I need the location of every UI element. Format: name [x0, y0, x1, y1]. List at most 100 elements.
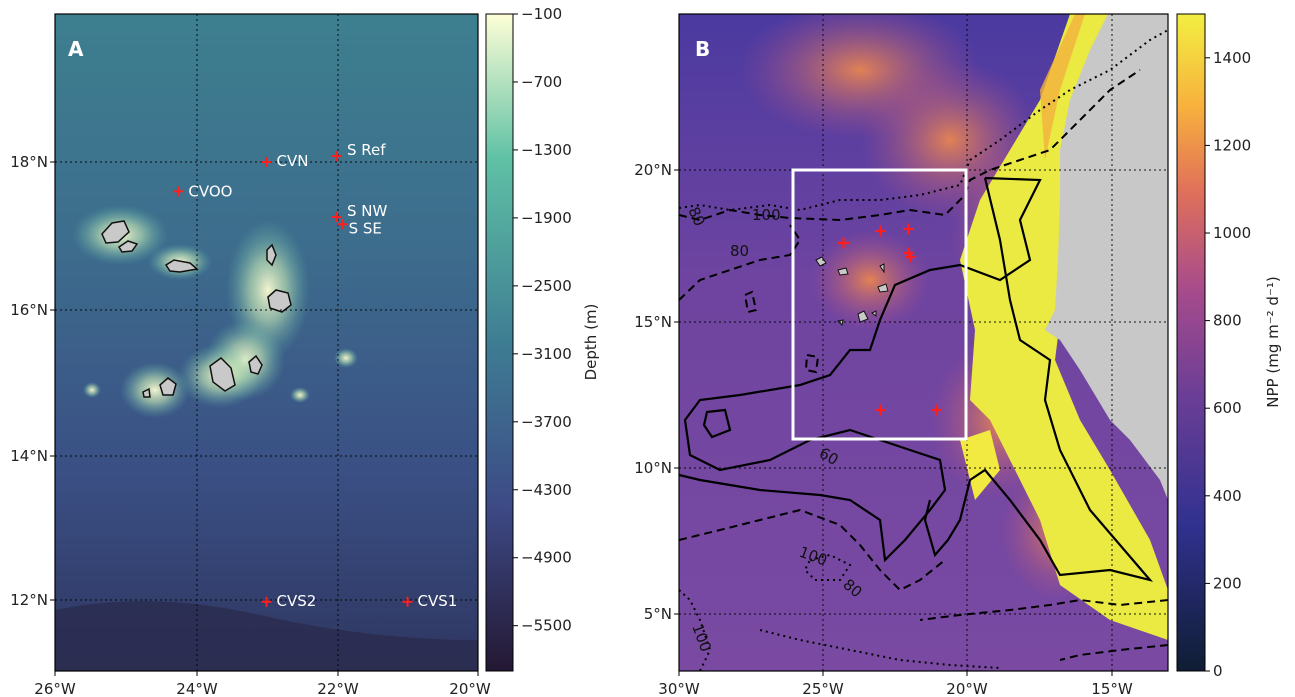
island — [117, 240, 139, 253]
panel-a: CVN S Ref CVOO S NWS SE CVS2 CVS1 A 26°W 24°W… — [10, 13, 491, 697]
station-label: CVN — [277, 152, 309, 170]
y-tick-label: 20°N — [634, 161, 672, 179]
colorbar-tick-label: 800 — [1213, 312, 1242, 330]
y-tick-label: 10°N — [634, 459, 672, 477]
panel-b-letter: B — [695, 37, 710, 61]
x-tick-label: 15°W — [1091, 680, 1133, 697]
colorbar-a: −100 −700 −1300 −1900 −2500 −3100 −3700 −4300 −4… — [485, 5, 600, 672]
contour-80 — [804, 353, 820, 374]
island — [209, 357, 236, 392]
colorbar-tick-label: −1900 — [521, 209, 572, 227]
panel-a-letter: A — [68, 37, 84, 61]
contour-80 — [679, 224, 802, 301]
panel-b-frame — [678, 13, 1169, 672]
panel-a-stations: CVN S Ref CVOO S NWS SE CVS2 CVS1 — [173, 141, 457, 610]
station-marker — [337, 219, 348, 230]
contour-60 — [679, 176, 1042, 563]
colorbar-a-gradient — [485, 13, 514, 672]
island — [101, 220, 130, 244]
station-label: CVOO — [188, 182, 232, 200]
colorbar-b-gradient — [1176, 13, 1206, 672]
colorbar-tick-label: −2500 — [521, 277, 572, 295]
y-tick-label: 18°N — [10, 153, 48, 171]
colorbar-tick-label: −4900 — [521, 549, 572, 567]
panel-b-contours — [679, 29, 1168, 671]
colorbar-tick-label: −1300 — [521, 141, 572, 159]
station-marker — [332, 211, 342, 222]
island — [879, 263, 885, 274]
island — [266, 243, 277, 267]
y-tick-label: 12°N — [10, 591, 48, 609]
contour-80 — [1059, 644, 1168, 661]
island — [877, 283, 889, 293]
panel-b-stations — [838, 223, 942, 416]
panel-b-islands — [815, 256, 889, 327]
contour-100 — [803, 553, 852, 581]
panel-a-islands — [101, 220, 292, 398]
panel-b: 100 80 60 100 80 100 80 B — [634, 13, 1169, 697]
y-tick-label: 14°N — [10, 447, 48, 465]
island — [871, 310, 877, 317]
x-tick-label: 26°W — [34, 680, 76, 697]
x-tick-label: 24°W — [176, 680, 218, 697]
colorbar-tick-label: −5500 — [521, 617, 572, 635]
x-tick-label: 20°W — [946, 680, 988, 697]
colorbar-b-label-text: NPP (mg m⁻² d⁻¹) — [1264, 276, 1282, 407]
y-tick-label: 15°N — [634, 313, 672, 331]
island — [248, 354, 263, 375]
island — [267, 289, 292, 313]
station-label: S Ref — [347, 141, 386, 159]
panel-b-study-region-box — [791, 168, 968, 441]
panel-b-y-axis: 20°N 15°N 10°N 5°N — [634, 161, 679, 623]
x-tick-label: 22°W — [317, 680, 359, 697]
colorbar-tick-label: 400 — [1213, 487, 1242, 505]
panel-b-productivity — [740, 14, 1168, 640]
station-label: S SE — [349, 219, 382, 237]
panel-a-x-axis: 26°W 24°W 22°W 20°W — [34, 671, 491, 697]
station-marker — [875, 225, 886, 237]
x-tick-label: 20°W — [449, 680, 491, 697]
contour-60 — [923, 177, 1154, 582]
contour-100 — [679, 29, 1168, 212]
station-label: S NW — [347, 202, 388, 220]
colorbar-a-ticks: −100 −700 −1300 −1900 −2500 −3100 −3700 −4300 −4… — [513, 5, 572, 635]
panel-b-x-axis: 30°W 25°W 20°W 15°W — [658, 671, 1133, 697]
station-marker — [903, 223, 914, 235]
contour-80 — [679, 508, 946, 592]
x-tick-label: 25°W — [802, 680, 844, 697]
island — [837, 267, 849, 276]
station-label: CVS2 — [277, 592, 317, 610]
station-marker — [931, 404, 942, 416]
colorbar-a-label: Depth (m) — [582, 304, 600, 381]
colorbar-tick-label: 1000 — [1213, 224, 1251, 242]
colorbar-tick-label: −4300 — [521, 481, 572, 499]
island — [159, 377, 177, 396]
station-marker — [261, 157, 272, 167]
colorbar-tick-label: 0 — [1213, 662, 1223, 680]
station-marker — [332, 151, 342, 162]
station-marker — [905, 251, 916, 263]
contour-label: 80 — [730, 242, 749, 260]
station-marker — [875, 404, 886, 416]
y-tick-label: 16°N — [10, 301, 48, 319]
colorbar-tick-label: 1200 — [1213, 136, 1251, 154]
panel-b-africa-coast — [1045, 14, 1168, 500]
island — [142, 387, 151, 398]
island — [857, 310, 869, 323]
colorbar-b-label: NPP (mg m⁻² d⁻¹) — [1264, 276, 1282, 407]
contour-80 — [743, 290, 758, 314]
colorbar-tick-label: −3700 — [521, 413, 572, 431]
station-label: CVS1 — [418, 592, 458, 610]
colorbar-tick-label: 200 — [1213, 574, 1242, 592]
colorbar-tick-label: 600 — [1213, 399, 1242, 417]
panel-a-y-axis: 18°N 16°N 14°N 12°N — [10, 153, 55, 609]
panel-a-frame — [54, 13, 479, 672]
contour-60 — [702, 408, 732, 439]
colorbar-tick-label: −700 — [521, 73, 562, 91]
station-marker — [402, 596, 413, 607]
x-tick-label: 30°W — [658, 680, 700, 697]
panel-b-graticule — [679, 14, 1168, 671]
contour-100 — [679, 589, 712, 671]
colorbar-tick-label: −100 — [521, 5, 562, 23]
